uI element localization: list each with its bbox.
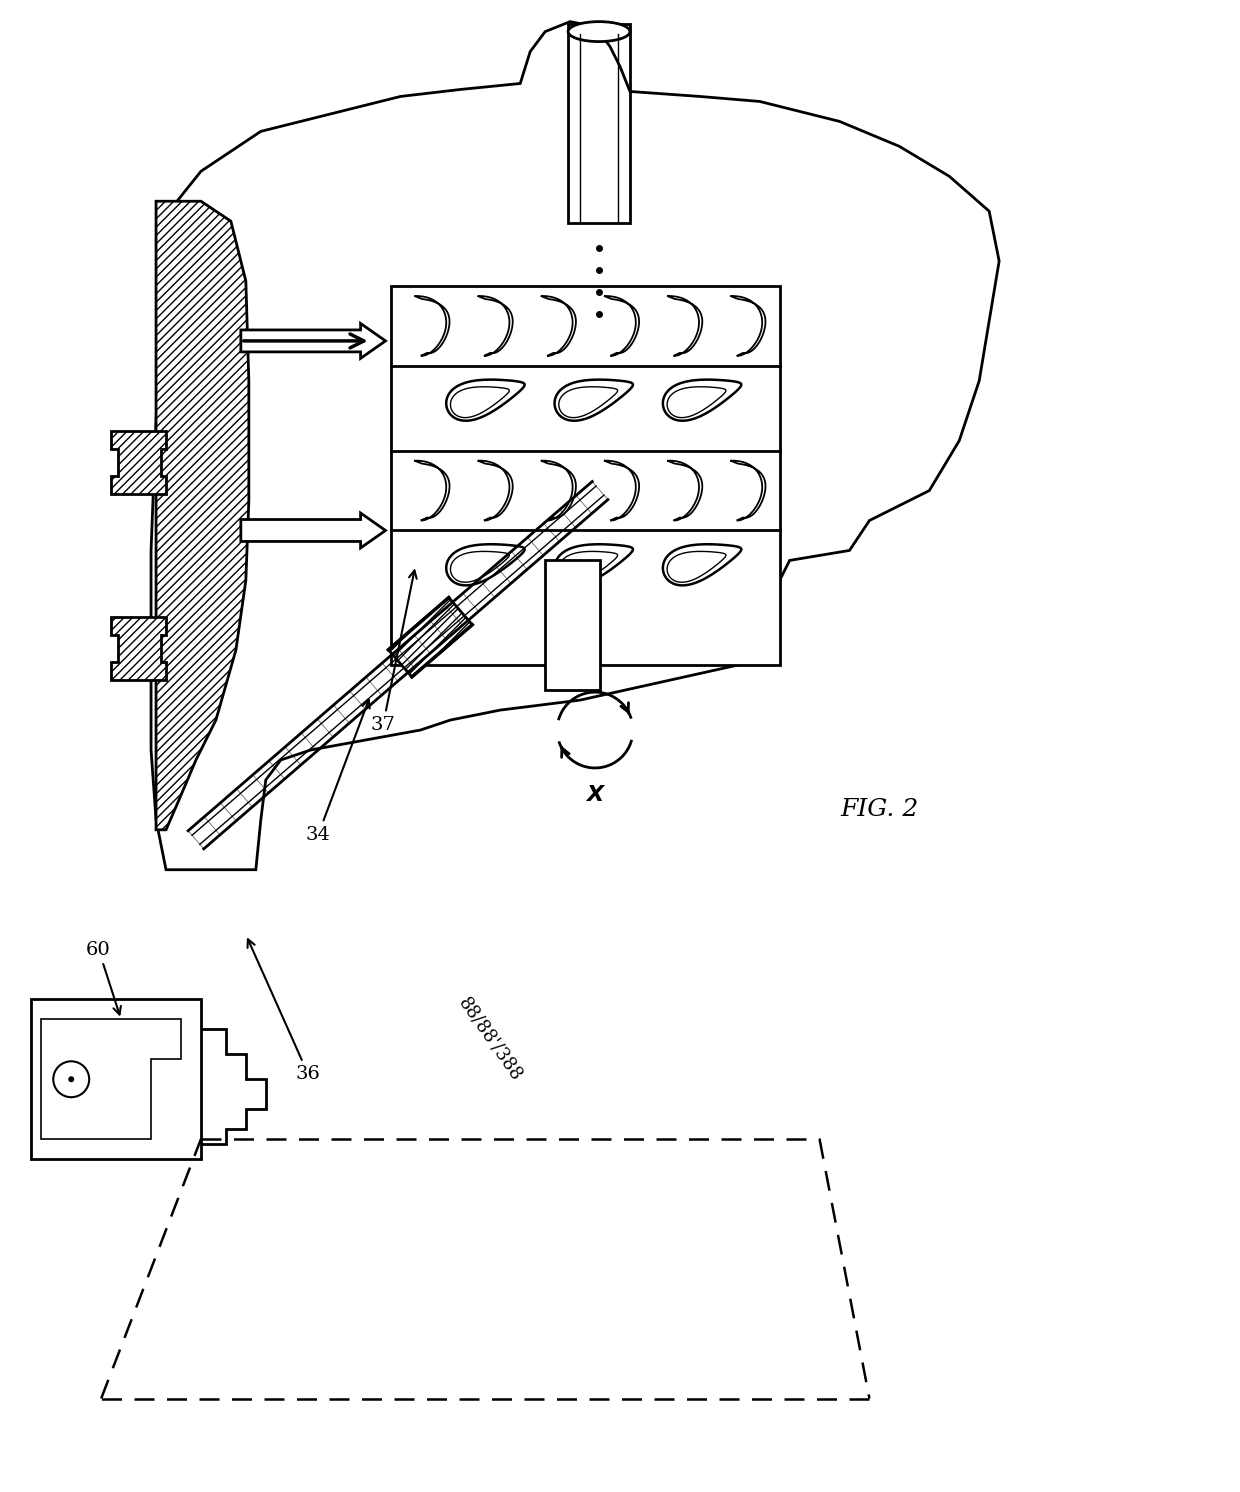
Polygon shape: [156, 201, 249, 830]
Text: X: X: [587, 785, 604, 804]
Text: 34: 34: [306, 700, 370, 844]
Polygon shape: [559, 552, 618, 582]
Polygon shape: [112, 618, 166, 680]
Polygon shape: [112, 431, 166, 494]
Bar: [391, 286, 780, 665]
Bar: [546, 561, 600, 691]
Polygon shape: [388, 598, 472, 677]
Bar: [31, 1000, 201, 1159]
Text: 37: 37: [371, 570, 417, 734]
FancyArrow shape: [241, 513, 386, 548]
Text: 36: 36: [248, 940, 321, 1083]
Ellipse shape: [568, 21, 630, 42]
FancyArrow shape: [241, 324, 386, 358]
Polygon shape: [667, 386, 725, 418]
Text: 88/88'/388: 88/88'/388: [455, 994, 526, 1085]
Bar: [568, 24, 630, 224]
Text: 60: 60: [87, 940, 120, 1015]
Circle shape: [68, 1076, 74, 1082]
Text: FIG. 2: FIG. 2: [841, 798, 919, 822]
Polygon shape: [450, 552, 510, 582]
Polygon shape: [667, 552, 725, 582]
Polygon shape: [559, 386, 618, 418]
Polygon shape: [450, 386, 510, 418]
